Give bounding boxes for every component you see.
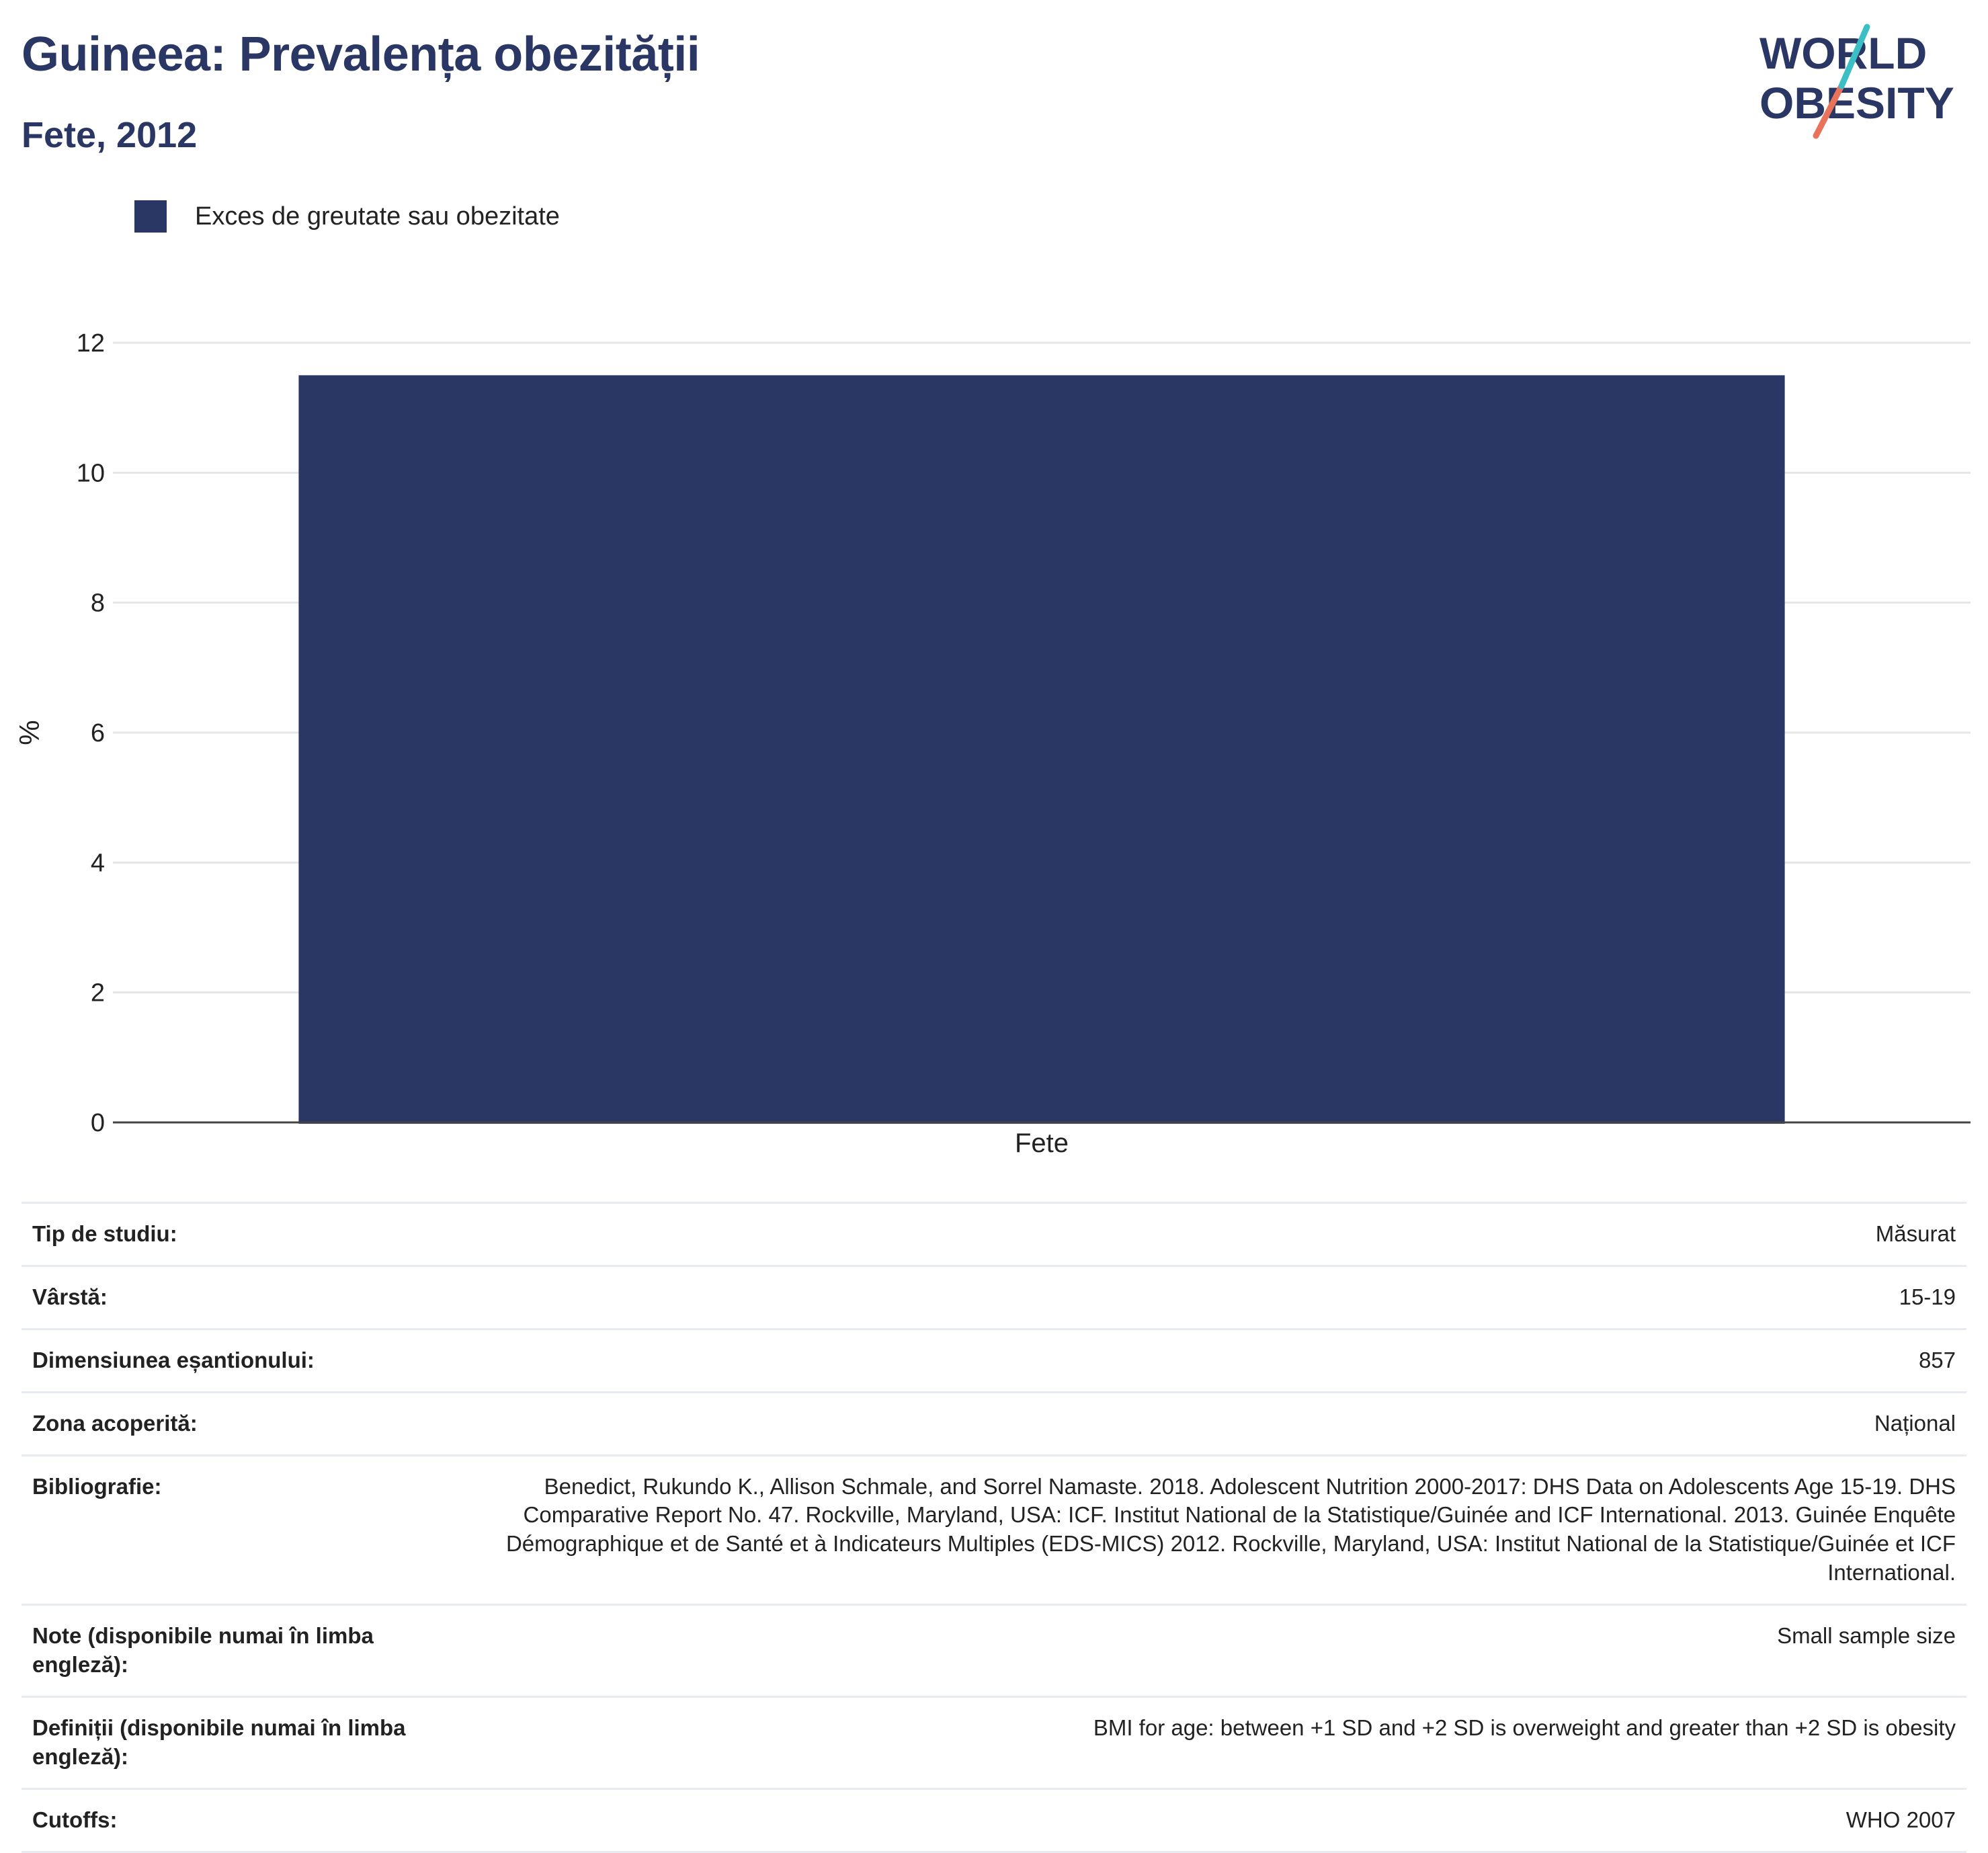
- info-row: Zona acoperită: Național: [22, 1392, 1966, 1455]
- page-title: Guineea: Prevalența obezității: [22, 28, 700, 81]
- info-key: Tip de studiu:: [32, 1221, 177, 1246]
- info-key: Bibliografie:: [32, 1473, 162, 1499]
- info-value: 15-19: [1899, 1284, 1956, 1309]
- legend-swatch: [134, 200, 167, 233]
- info-value: 857: [1918, 1347, 1956, 1372]
- info-key: Dimensiunea eșantionului:: [32, 1347, 315, 1372]
- info-row: Vârstă: 15-19: [22, 1266, 1966, 1329]
- info-value: WHO 2007: [1846, 1807, 1956, 1832]
- info-key: Zona acoperită:: [32, 1410, 198, 1436]
- y-tick-label: 10: [77, 459, 105, 487]
- info-value: Small sample size: [1777, 1623, 1956, 1649]
- info-key: Cutoffs:: [32, 1807, 118, 1832]
- info-key: Note (disponibile numai în limba engleză…: [32, 1623, 374, 1678]
- y-tick-label: 6: [91, 719, 105, 747]
- chart-legend[interactable]: Exces de greutate sau obezitate: [134, 200, 560, 233]
- y-tick-label: 2: [91, 979, 105, 1007]
- bar[interactable]: [298, 375, 1785, 1124]
- chart-bars: [298, 375, 1785, 1124]
- info-row: Note (disponibile numai în limba engleză…: [22, 1604, 1966, 1697]
- page-subtitle: Fete, 2012: [22, 115, 198, 155]
- logo-slash-coral: [1813, 83, 1845, 139]
- legend-label: Exces de greutate sau obezitate: [195, 202, 560, 231]
- y-tick-label: 8: [91, 589, 105, 618]
- logo-line-2: OBESITY: [1759, 78, 1954, 128]
- x-tick-label: Fete: [1015, 1128, 1069, 1158]
- info-value: Benedict, Rukundo K., Allison Schmale, a…: [505, 1473, 1956, 1586]
- info-key: Definiții (disponibile numai în limba en…: [32, 1715, 406, 1769]
- y-axis-ticks: 0 2 4 6 8 10 12: [77, 329, 105, 1137]
- info-row: Tip de studiu: Măsurat: [22, 1202, 1966, 1266]
- info-table: Tip de studiu: Măsurat Vârstă: 15-19 Dimensi…: [22, 1202, 1966, 1853]
- logo-line-1: WORLD: [1759, 28, 1927, 78]
- y-axis-label: %: [13, 720, 45, 745]
- y-tick-label: 4: [91, 849, 105, 877]
- y-tick-label: 12: [77, 329, 105, 358]
- bar-chart: 0 2 4 6 8 10 12 Fete %: [13, 329, 1971, 1158]
- info-row: Bibliografie: Benedict, Rukundo K., Allis…: [22, 1455, 1966, 1605]
- info-value: Național: [1874, 1410, 1956, 1436]
- info-row: Dimensiunea eșantionului: 857: [22, 1329, 1966, 1392]
- info-key: Vârstă:: [32, 1284, 108, 1309]
- info-row: Cutoffs: WHO 2007: [22, 1788, 1966, 1852]
- info-value: BMI for age: between +1 SD and +2 SD is …: [1093, 1715, 1956, 1740]
- y-tick-label: 0: [91, 1109, 105, 1137]
- world-obesity-logo: WORLD OBESITY: [1759, 24, 1954, 139]
- info-row: Definiții (disponibile numai în limba en…: [22, 1696, 1966, 1788]
- logo-slash-teal: [1838, 24, 1870, 89]
- info-value: Măsurat: [1875, 1221, 1956, 1246]
- x-axis-ticks: Fete: [1015, 1128, 1069, 1158]
